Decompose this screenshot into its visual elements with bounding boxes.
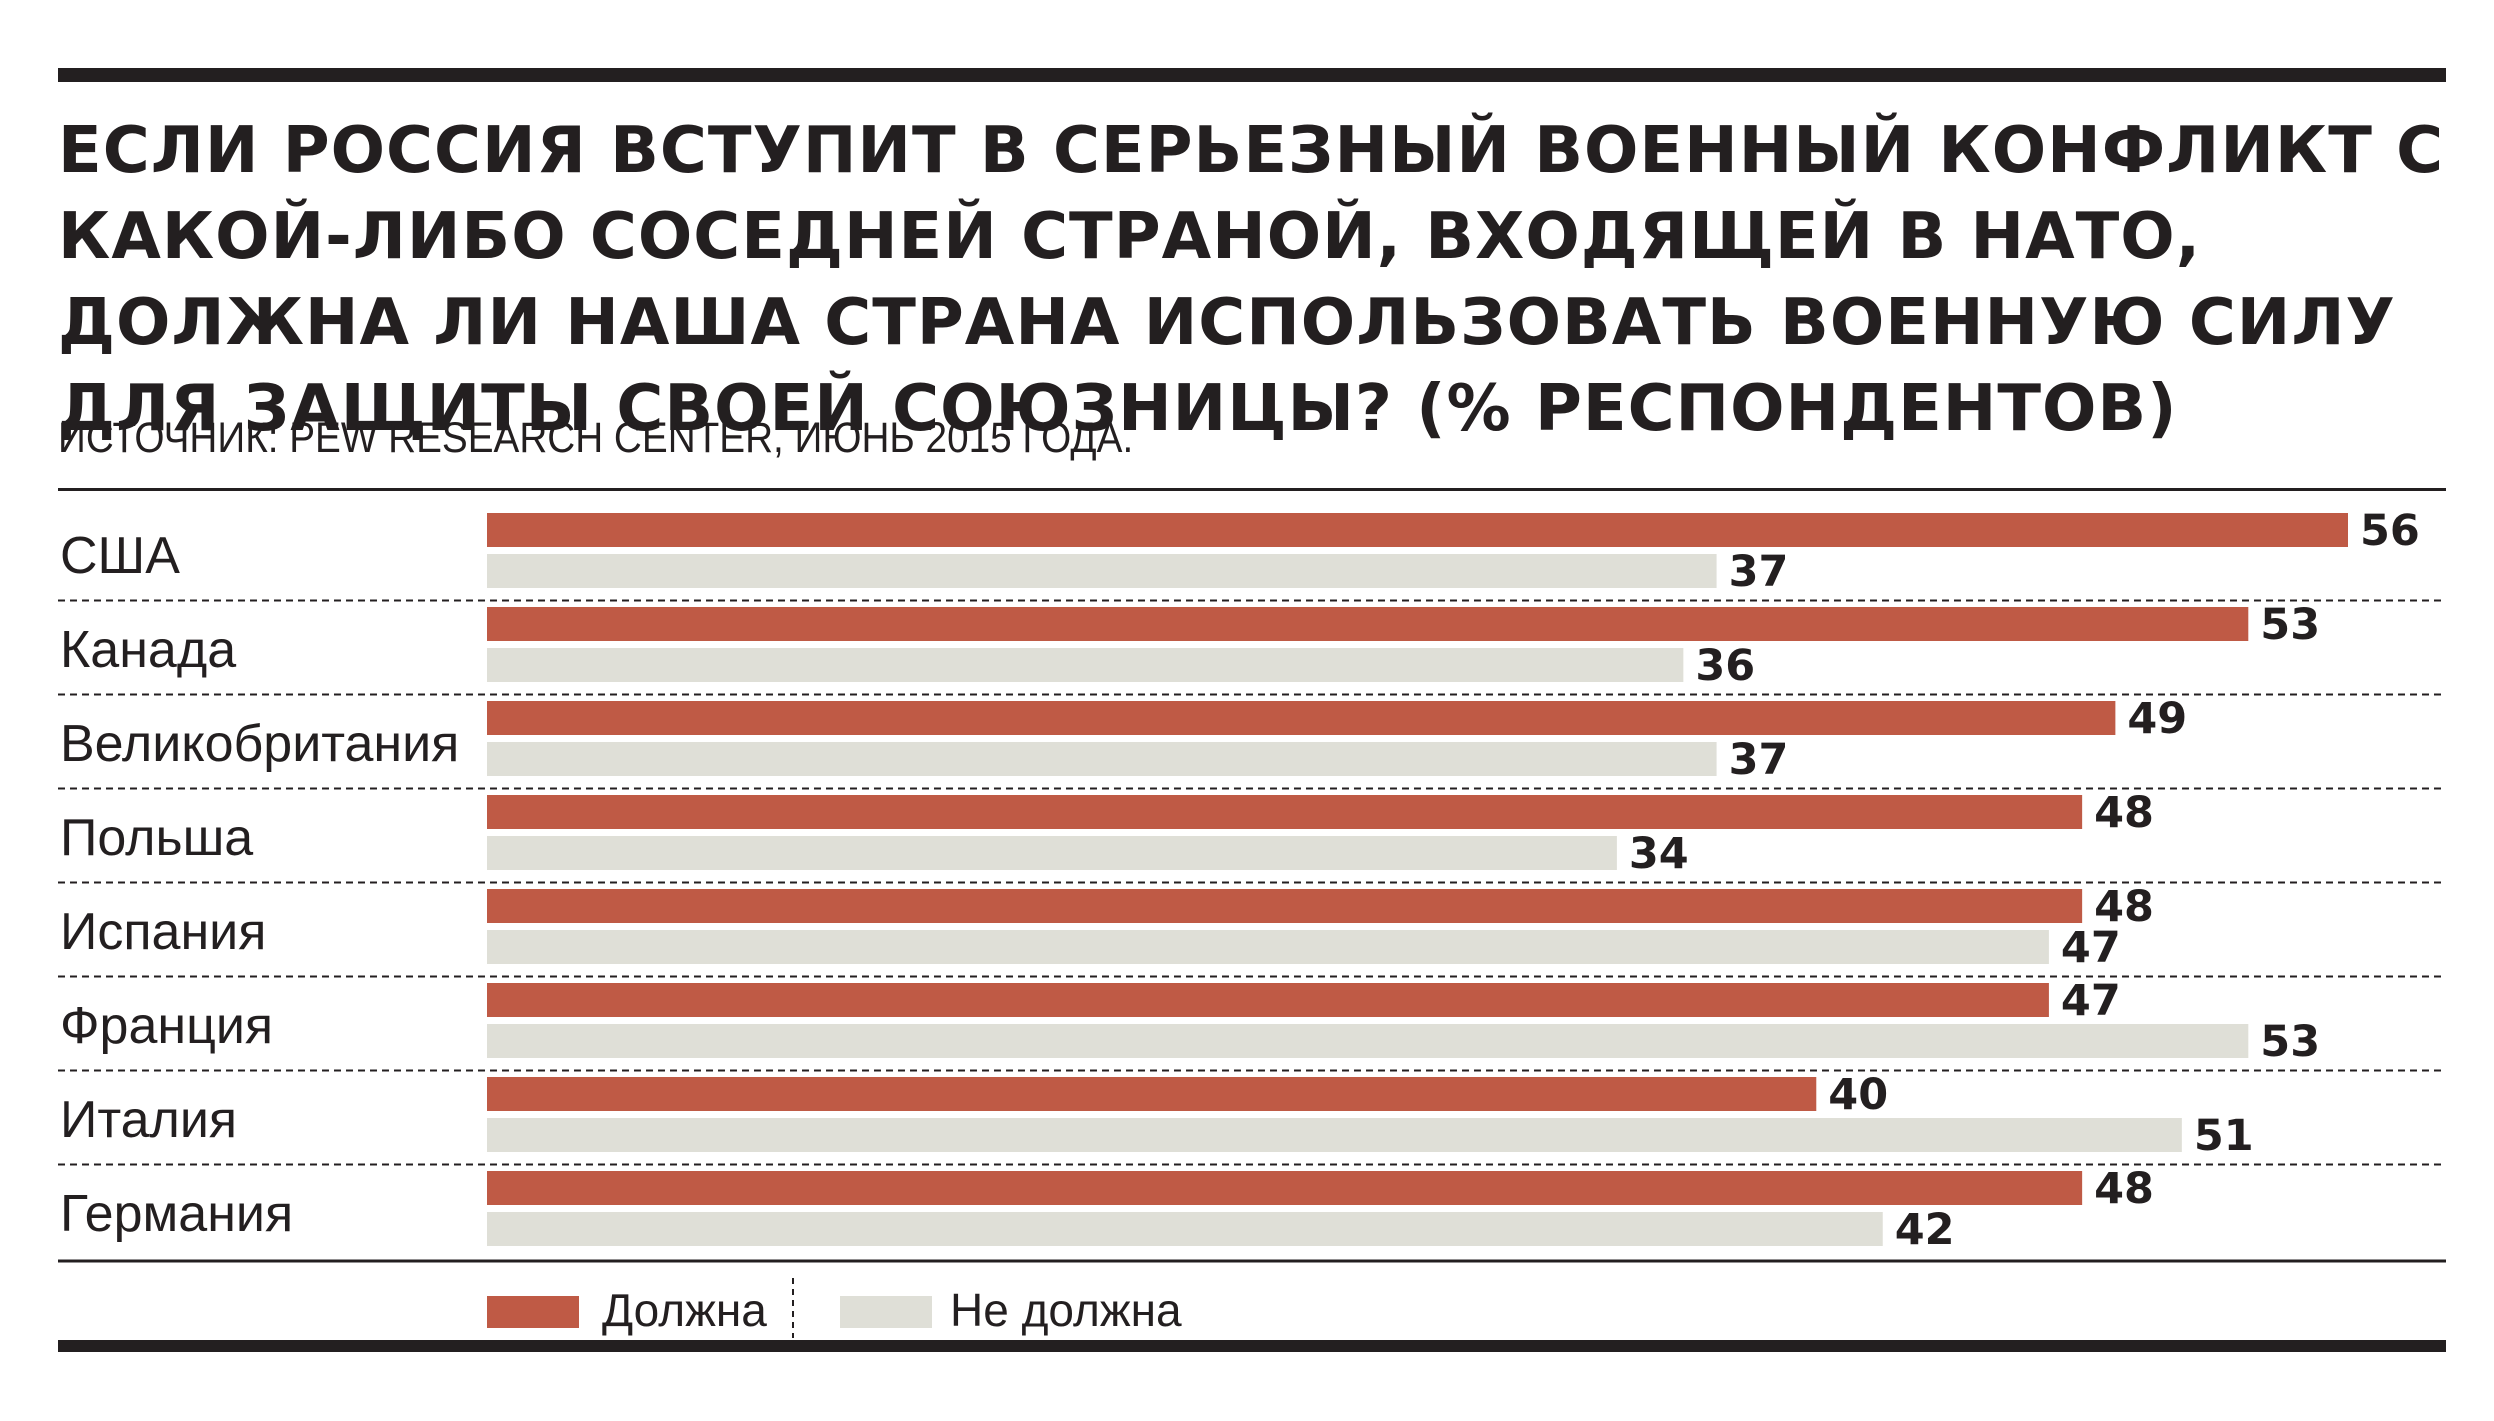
category-label: Великобритания	[60, 715, 459, 773]
bar-ne-dolzhna	[487, 742, 1717, 776]
value-label: 47	[2061, 923, 2121, 973]
value-label: 56	[2360, 506, 2420, 556]
bar-dolzhna	[487, 795, 2083, 829]
category-label: Италия	[60, 1091, 237, 1149]
bottom-rule	[58, 1340, 2446, 1352]
category-label: Германия	[60, 1185, 293, 1243]
bar-ne-dolzhna	[487, 554, 1717, 588]
value-label: 53	[2260, 600, 2320, 650]
value-label: 47	[2061, 976, 2121, 1026]
value-label: 40	[1828, 1070, 1888, 1120]
legend-label-ne-dolzhna: Не должна	[950, 1284, 1182, 1336]
bar-ne-dolzhna	[487, 1024, 2249, 1058]
bar-ne-dolzhna	[487, 1118, 2182, 1152]
value-label: 36	[1695, 641, 1755, 691]
bar-dolzhna	[487, 607, 2249, 641]
legend: Должна Не должна	[487, 1278, 1182, 1338]
value-label: 48	[2094, 882, 2154, 932]
bar-dolzhna	[487, 701, 2116, 735]
category-label: США	[60, 527, 180, 585]
bar-ne-dolzhna	[487, 836, 1617, 870]
chart-rows: США 56 37 Канада 53 36 Великобритания 49 37 Польш…	[58, 506, 2446, 1263]
value-label: 48	[2094, 788, 2154, 838]
bar-ne-dolzhna	[487, 1212, 1883, 1246]
value-label: 49	[2127, 694, 2187, 744]
category-label: Испания	[60, 903, 266, 961]
bar-dolzhna	[487, 513, 2348, 547]
bar-dolzhna	[487, 889, 2083, 923]
bar-dolzhna	[487, 983, 2049, 1017]
chart-top-rule	[58, 488, 2446, 491]
top-rule	[58, 68, 2446, 82]
category-label: Канада	[60, 621, 236, 679]
category-label: Польша	[60, 809, 253, 867]
source-note: ИСТОЧНИК: PEW RESEARCH CENTER, ИЮНЬ 2015…	[58, 414, 1134, 462]
legend-swatch-ne-dolzhna	[840, 1296, 932, 1328]
bar-ne-dolzhna	[487, 648, 1684, 682]
value-label: 37	[1729, 735, 1789, 785]
legend-label-dolzhna: Должна	[602, 1284, 767, 1336]
chart-title: ЕСЛИ РОССИЯ ВСТУПИТ В СЕРЬЕЗНЫЙ ВОЕННЫЙ …	[58, 114, 2445, 446]
value-label: 34	[1629, 829, 1689, 879]
bar-dolzhna	[487, 1077, 1817, 1111]
bar-dolzhna	[487, 1171, 2083, 1205]
value-label: 53	[2260, 1017, 2320, 1067]
value-label: 42	[1895, 1205, 1955, 1255]
legend-swatch-dolzhna	[487, 1296, 579, 1328]
value-label: 51	[2194, 1111, 2254, 1161]
bar-ne-dolzhna	[487, 930, 2049, 964]
value-label: 48	[2094, 1164, 2154, 1214]
value-label: 37	[1729, 547, 1789, 597]
category-label: Франция	[60, 997, 273, 1055]
